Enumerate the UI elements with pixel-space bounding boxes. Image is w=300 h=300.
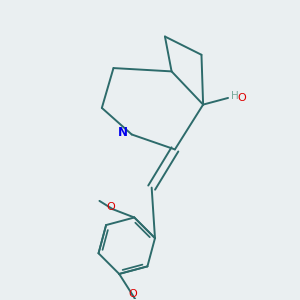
Text: O: O	[107, 202, 116, 212]
Text: H: H	[231, 91, 239, 101]
Text: O: O	[237, 93, 246, 103]
Text: N: N	[117, 126, 128, 139]
Text: O: O	[128, 289, 137, 299]
